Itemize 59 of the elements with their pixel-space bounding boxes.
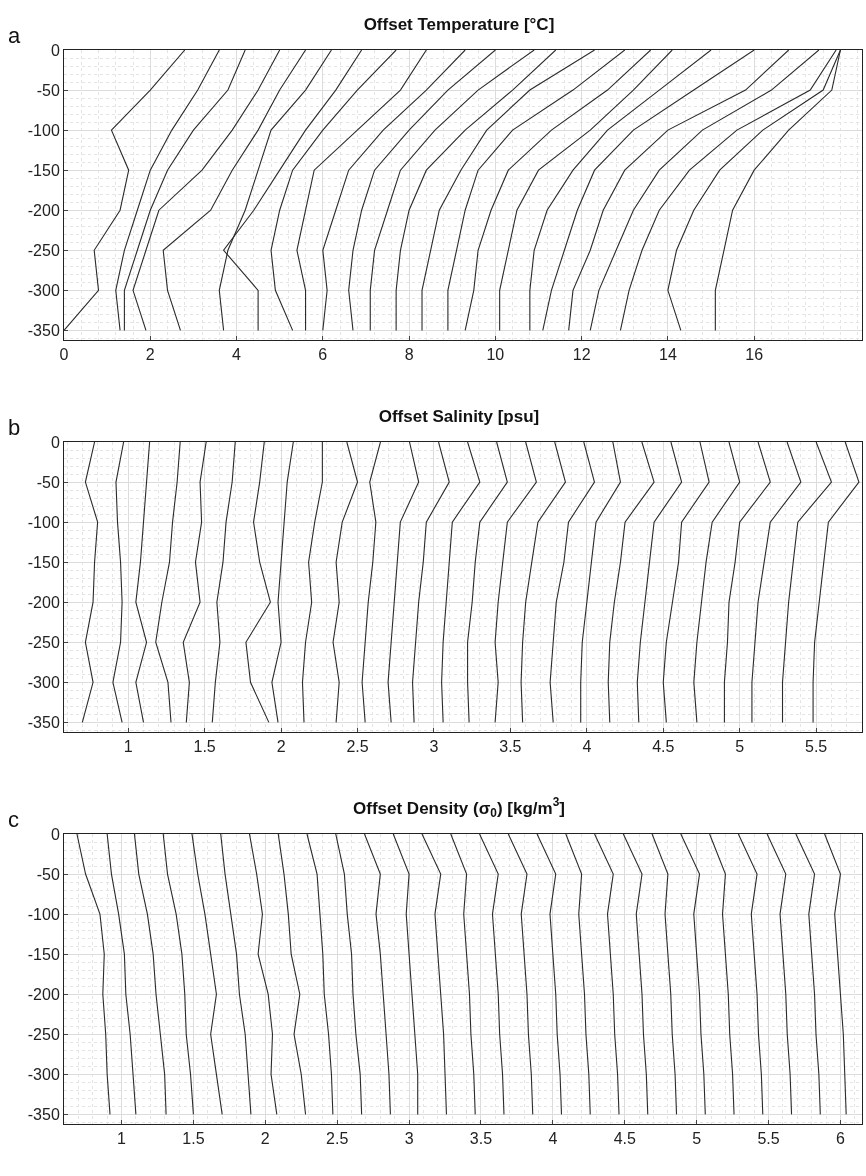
y-tick-label: -250	[27, 241, 60, 259]
x-tick-label: 1.5	[182, 1130, 205, 1148]
x-tick-label: 1	[117, 1130, 127, 1148]
y-tick-label: 0	[50, 825, 60, 843]
y-tick-label: -200	[27, 593, 60, 611]
text: b	[8, 415, 21, 440]
y-tick-label: -200	[27, 201, 60, 219]
y-tick-label: -100	[27, 121, 60, 139]
text: c	[8, 807, 19, 832]
x-tick-label: 4.5	[652, 738, 675, 756]
x-tick-label: 1	[123, 738, 133, 756]
y-tick-label: -350	[27, 321, 60, 339]
y-tick-label: 0	[50, 41, 60, 59]
y-tick-label: -250	[27, 633, 60, 651]
y-tick-label: -250	[27, 1025, 60, 1043]
x-tick-label: 5	[692, 1130, 702, 1148]
x-tick-label: 3.5	[469, 1130, 493, 1148]
y-tick-label: -300	[27, 1065, 60, 1083]
x-tick-label: 2	[145, 346, 155, 364]
x-tick-label: 6	[835, 1130, 845, 1148]
x-tick-label: 12	[572, 346, 591, 364]
y-tick-label: -350	[27, 713, 60, 731]
y-tick-label: -50	[36, 81, 60, 99]
y-tick-label: -200	[27, 985, 60, 1003]
x-tick-label: 8	[404, 346, 414, 364]
y-tick-label: 0	[50, 433, 60, 451]
chart-title: Offset Density (σ$_{0}$) [kg/m$^{3}$]	[353, 795, 565, 821]
x-tick-label: 2.5	[326, 1130, 349, 1148]
x-tick-label: 5.5	[805, 738, 828, 756]
x-tick-label: 16	[745, 346, 764, 364]
y-tick-label: -50	[36, 473, 60, 491]
x-tick-label: 6	[318, 346, 328, 364]
y-tick-label: -300	[27, 673, 60, 691]
x-tick-label: 2	[260, 1130, 270, 1148]
y-tick-label: -100	[27, 905, 60, 923]
x-tick-label: 3	[404, 1130, 414, 1148]
y-tick-label: -100	[27, 513, 60, 531]
x-tick-label: 4.5	[613, 1130, 636, 1148]
x-tick-label: 5.5	[757, 1130, 780, 1148]
chart-title: Offset Salinity [psu]	[378, 406, 540, 426]
x-tick-label: 1.5	[193, 738, 216, 756]
y-tick-label: -150	[27, 553, 60, 571]
x-tick-label: 3.5	[499, 738, 522, 756]
x-tick-label: 2	[276, 738, 286, 756]
x-tick-label: 3	[429, 738, 439, 756]
y-tick-label: -150	[27, 945, 60, 963]
x-tick-label: 5	[735, 738, 745, 756]
text: a	[8, 23, 21, 48]
x-tick-label: 14	[658, 346, 677, 364]
x-tick-label: 4	[582, 738, 592, 756]
y-tick-label: -300	[27, 281, 60, 299]
x-tick-label: 4	[232, 346, 242, 364]
x-tick-label: 10	[486, 346, 505, 364]
y-tick-label: -150	[27, 161, 60, 179]
x-tick-label: 4	[548, 1130, 558, 1148]
chart-title: Offset Temperature [°C]	[363, 14, 555, 34]
y-tick-label: -50	[36, 865, 60, 883]
y-tick-label: -350	[27, 1105, 60, 1123]
x-tick-label: 2.5	[346, 738, 369, 756]
